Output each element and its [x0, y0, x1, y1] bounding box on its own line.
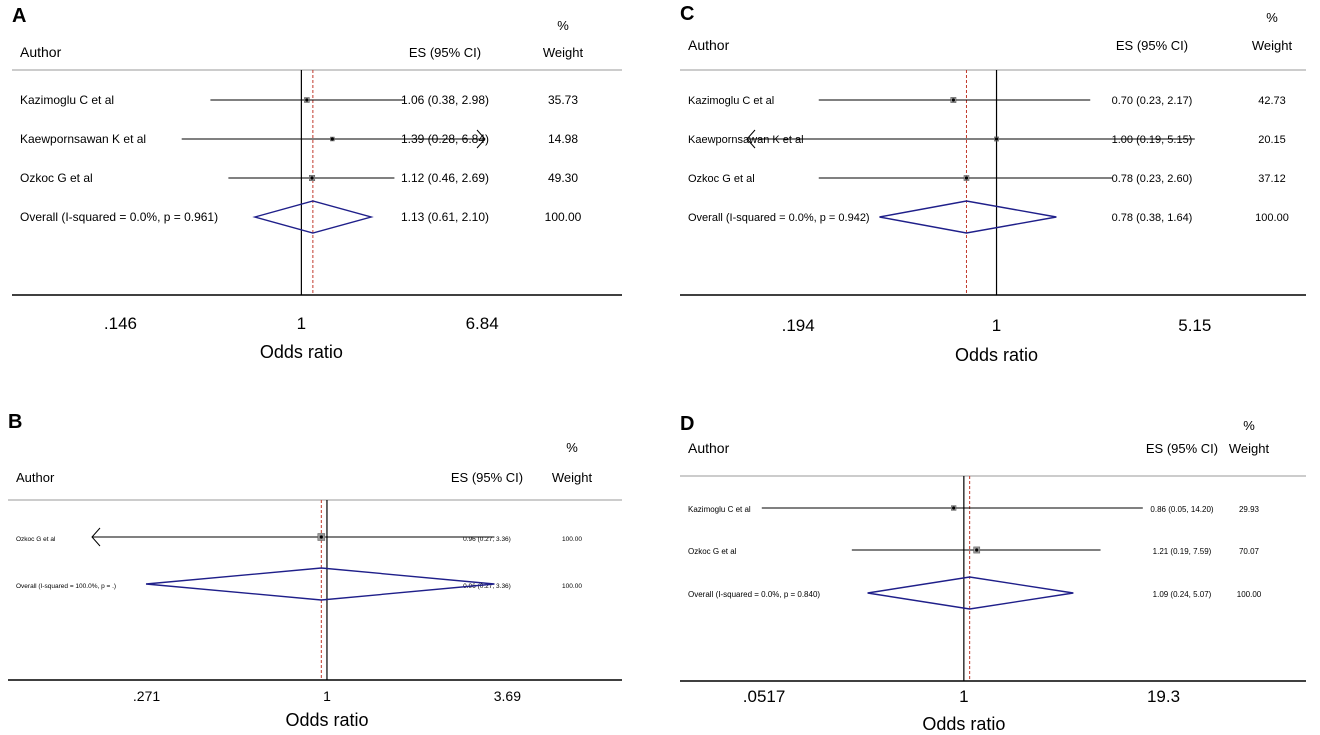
panel-c-overall-es-text: 0.78 (0.38, 1.64) [1112, 212, 1193, 224]
panel-d-study-1-point [952, 506, 956, 510]
panel-c-study-2-label: Kaewpornsawan K et al [688, 134, 804, 146]
panel-a-study-1-label: Kazimoglu C et al [20, 93, 114, 107]
panel-d-overall-weight: 100.00 [1237, 590, 1262, 599]
panel-d-overall-label: Overall (I-squared = 0.0%, p = 0.840) [688, 590, 820, 599]
panel-c-header-author: Author [688, 37, 730, 53]
panel-b-overall-weight: 100.00 [562, 583, 582, 590]
panel-a-header-weight: Weight [543, 45, 584, 60]
panel-b-header-author: Author [16, 470, 55, 485]
panel-c-study-1-es-text: 0.70 (0.23, 2.17) [1112, 95, 1193, 107]
panel-d-tick-2: 1 [959, 687, 968, 706]
panel-c-study-1-point [951, 98, 955, 102]
panel-c-study-3-label: Ozkoc G et al [688, 173, 755, 185]
panel-d-letter: D [680, 413, 694, 435]
panel-b-study-1-es-text: 0.96 (0.27, 3.36) [463, 536, 511, 543]
panel-b-study-1-weight: 100.00 [562, 536, 582, 543]
panel-a-study-2-arrow-right [476, 129, 486, 149]
panel-c-study-2-weight: 20.15 [1258, 134, 1286, 146]
panel-d-study-2-point [975, 548, 979, 552]
panel-a-header-es: ES (95% CI) [409, 45, 481, 60]
panel-a-study-1-es-text: 1.06 (0.38, 2.98) [401, 93, 489, 107]
panel-c-study-1-weight: 42.73 [1258, 95, 1286, 107]
panel-a-study-1-weight: 35.73 [548, 93, 578, 107]
panel-a-xlabel: Odds ratio [260, 342, 343, 362]
panel-b-header-es: ES (95% CI) [451, 470, 523, 485]
panel-c-letter: C [680, 3, 694, 25]
panel-b-tick-3: 3.69 [494, 688, 521, 704]
panel-a-overall-diamond [252, 200, 374, 234]
panel-a-study-3-weight: 49.30 [548, 171, 578, 185]
panel-b-study-1-arrow-left [91, 527, 101, 547]
panel-a-overall-weight: 100.00 [545, 210, 582, 224]
panel-d-study-2-es-text: 1.21 (0.19, 7.59) [1153, 547, 1212, 556]
panel-b-tick-1: .271 [133, 688, 160, 704]
panel-a-header-pct: % [557, 18, 569, 33]
panel-d-study-2-label: Ozkoc G et al [688, 547, 737, 556]
panel-b-xlabel: Odds ratio [285, 710, 368, 730]
panel-c-tick-3: 5.15 [1178, 316, 1211, 335]
panel-c-header-es: ES (95% CI) [1116, 38, 1188, 53]
panel-d-header-author: Author [688, 440, 730, 456]
panel-c-overall-label: Overall (I-squared = 0.0%, p = 0.942) [688, 212, 870, 224]
panel-b-tick-2: 1 [323, 688, 331, 704]
panel-c-study-3-point [964, 176, 969, 180]
panel-a-study-2-weight: 14.98 [548, 132, 578, 146]
panel-c-study-3-es-text: 0.78 (0.23, 2.60) [1112, 173, 1193, 185]
panel-a-study-3-es-text: 1.12 (0.46, 2.69) [401, 171, 489, 185]
panel-b-overall-diamond [145, 567, 495, 601]
panel-a-letter: A [12, 5, 26, 27]
panel-c-study-2-point [994, 137, 999, 141]
panel-c-header-weight: Weight [1252, 38, 1293, 53]
panel-d-study-2-weight: 70.07 [1239, 547, 1260, 556]
panel-c-study-2-arrow-left [746, 129, 756, 149]
panel-b-header-pct: % [566, 440, 578, 455]
panel-a-tick-2: 1 [297, 314, 306, 333]
panel-b-header-weight: Weight [552, 470, 593, 485]
panel-b-overall-es-text: 0.96 (0.27, 3.36) [463, 583, 511, 590]
panel-c-overall-weight: 100.00 [1255, 212, 1289, 224]
panel-a-tick-3: 6.84 [466, 314, 499, 333]
panel-a-study-2-point [330, 137, 334, 141]
panel-a-study-3-label: Ozkoc G et al [20, 171, 93, 185]
panel-c-tick-1: .194 [782, 316, 815, 335]
panel-c-study-3-weight: 37.12 [1258, 173, 1286, 185]
panel-d-overall-es-text: 1.09 (0.24, 5.07) [1153, 590, 1212, 599]
panel-d-header-pct: % [1243, 418, 1255, 433]
panel-d-tick-3: 19.3 [1147, 687, 1180, 706]
panel-c-tick-2: 1 [992, 316, 1001, 335]
panel-b-study-1-label: Ozkoc G et al [16, 536, 56, 543]
panel-d-study-1-label: Kazimoglu C et al [688, 505, 751, 514]
panel-c-study-2-es-text: 1.00 (0.19, 5.15) [1112, 134, 1193, 146]
panel-d-xlabel: Odds ratio [922, 714, 1005, 734]
panel-a-header-author: Author [20, 44, 62, 60]
panel-c-overall-diamond [879, 200, 1057, 234]
panel-d-study-1-weight: 29.93 [1239, 505, 1260, 514]
panel-b-letter: B [8, 411, 22, 433]
panel-a-overall-es-text: 1.13 (0.61, 2.10) [401, 210, 489, 224]
panel-b-overall-label: Overall (I-squared = 100.0%, p = .) [16, 583, 116, 590]
panel-a-overall-label: Overall (I-squared = 0.0%, p = 0.961) [20, 210, 218, 224]
panel-a-study-2-label: Kaewpornsawan K et al [20, 132, 146, 146]
panel-a-tick-1: .146 [104, 314, 137, 333]
panel-c-header-pct: % [1266, 10, 1278, 25]
panel-c-study-1-label: Kazimoglu C et al [688, 95, 774, 107]
panel-d-header-weight: Weight [1229, 441, 1270, 456]
panel-c-xlabel: Odds ratio [955, 345, 1038, 365]
panel-a-study-1-point [305, 98, 309, 102]
panel-d-header-es: ES (95% CI) [1146, 441, 1218, 456]
panel-d-tick-1: .0517 [743, 687, 786, 706]
panel-a-study-3-point [310, 176, 314, 180]
panel-d-study-1-es-text: 0.86 (0.05, 14.20) [1150, 505, 1213, 514]
panel-d-overall-diamond [867, 576, 1074, 610]
panel-b-study-1-point [319, 535, 323, 539]
